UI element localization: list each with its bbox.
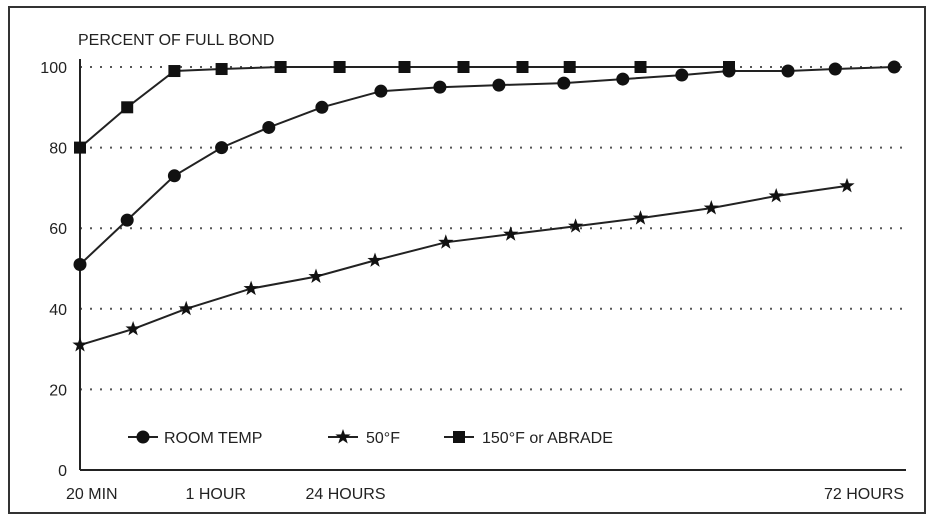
data-point <box>563 61 576 73</box>
data-point <box>398 61 411 73</box>
data-point <box>703 200 719 215</box>
data-point <box>215 63 228 76</box>
legend-item: 150°F or ABRADE <box>444 430 613 447</box>
x-tick-label: 72 HOURS <box>824 486 904 503</box>
x-tick-label: 1 HOUR <box>185 486 245 503</box>
data-point <box>887 60 901 74</box>
data-point <box>781 64 795 78</box>
data-point <box>567 218 584 233</box>
legend-item: 50°F <box>328 429 400 447</box>
data-point <box>121 101 134 114</box>
series-0 <box>73 60 901 271</box>
chart-frame <box>8 6 926 514</box>
y-tick-label-0: 0 <box>58 463 67 480</box>
data-point <box>125 320 141 336</box>
data-point <box>433 80 447 94</box>
data-point <box>308 268 324 284</box>
data-point <box>675 68 689 82</box>
data-point <box>243 280 259 296</box>
legend-label: 150°F or ABRADE <box>482 430 613 447</box>
data-point <box>73 257 87 271</box>
data-point <box>178 300 194 316</box>
y-tick-label-60: 60 <box>49 221 67 238</box>
data-point <box>516 61 529 73</box>
data-point <box>120 213 134 227</box>
data-point <box>262 120 276 134</box>
legend-marker <box>453 431 465 443</box>
y-tick-label-100: 100 <box>40 60 67 77</box>
series-line <box>79 66 729 149</box>
y-axis-title: PERCENT OF FULL BOND <box>78 32 274 49</box>
data-point <box>457 61 470 73</box>
legend-label: ROOM TEMP <box>164 430 262 447</box>
x-tick-label: 24 HOURS <box>305 486 385 503</box>
legend-marker <box>136 430 150 444</box>
legend-label: 50°F <box>366 430 400 447</box>
series-line <box>79 184 848 347</box>
x-tick-label: 20 MIN <box>66 486 118 503</box>
y-tick-label-80: 80 <box>49 141 67 158</box>
legend-item: ROOM TEMP <box>128 430 262 447</box>
data-point <box>723 61 735 73</box>
data-point <box>215 141 229 155</box>
data-point <box>374 84 388 98</box>
data-point <box>828 62 842 76</box>
series-2 <box>74 61 735 154</box>
series-1 <box>72 177 855 352</box>
data-point <box>768 187 784 203</box>
series-line <box>79 66 895 266</box>
data-point <box>438 234 454 249</box>
data-point <box>72 337 88 352</box>
data-point <box>315 100 329 114</box>
data-point <box>333 61 346 73</box>
data-point <box>274 61 287 73</box>
legend-marker <box>335 429 351 444</box>
data-point <box>167 169 181 183</box>
data-point <box>168 65 181 78</box>
data-point <box>839 177 855 193</box>
data-point <box>632 210 649 225</box>
data-point <box>503 226 519 241</box>
data-point <box>634 61 647 73</box>
data-point <box>557 76 571 90</box>
data-point <box>74 141 86 154</box>
y-tick-label-40: 40 <box>49 302 67 319</box>
y-tick-label-20: 20 <box>49 382 67 399</box>
data-point <box>367 252 383 267</box>
data-point <box>616 72 630 86</box>
data-point <box>492 78 506 92</box>
